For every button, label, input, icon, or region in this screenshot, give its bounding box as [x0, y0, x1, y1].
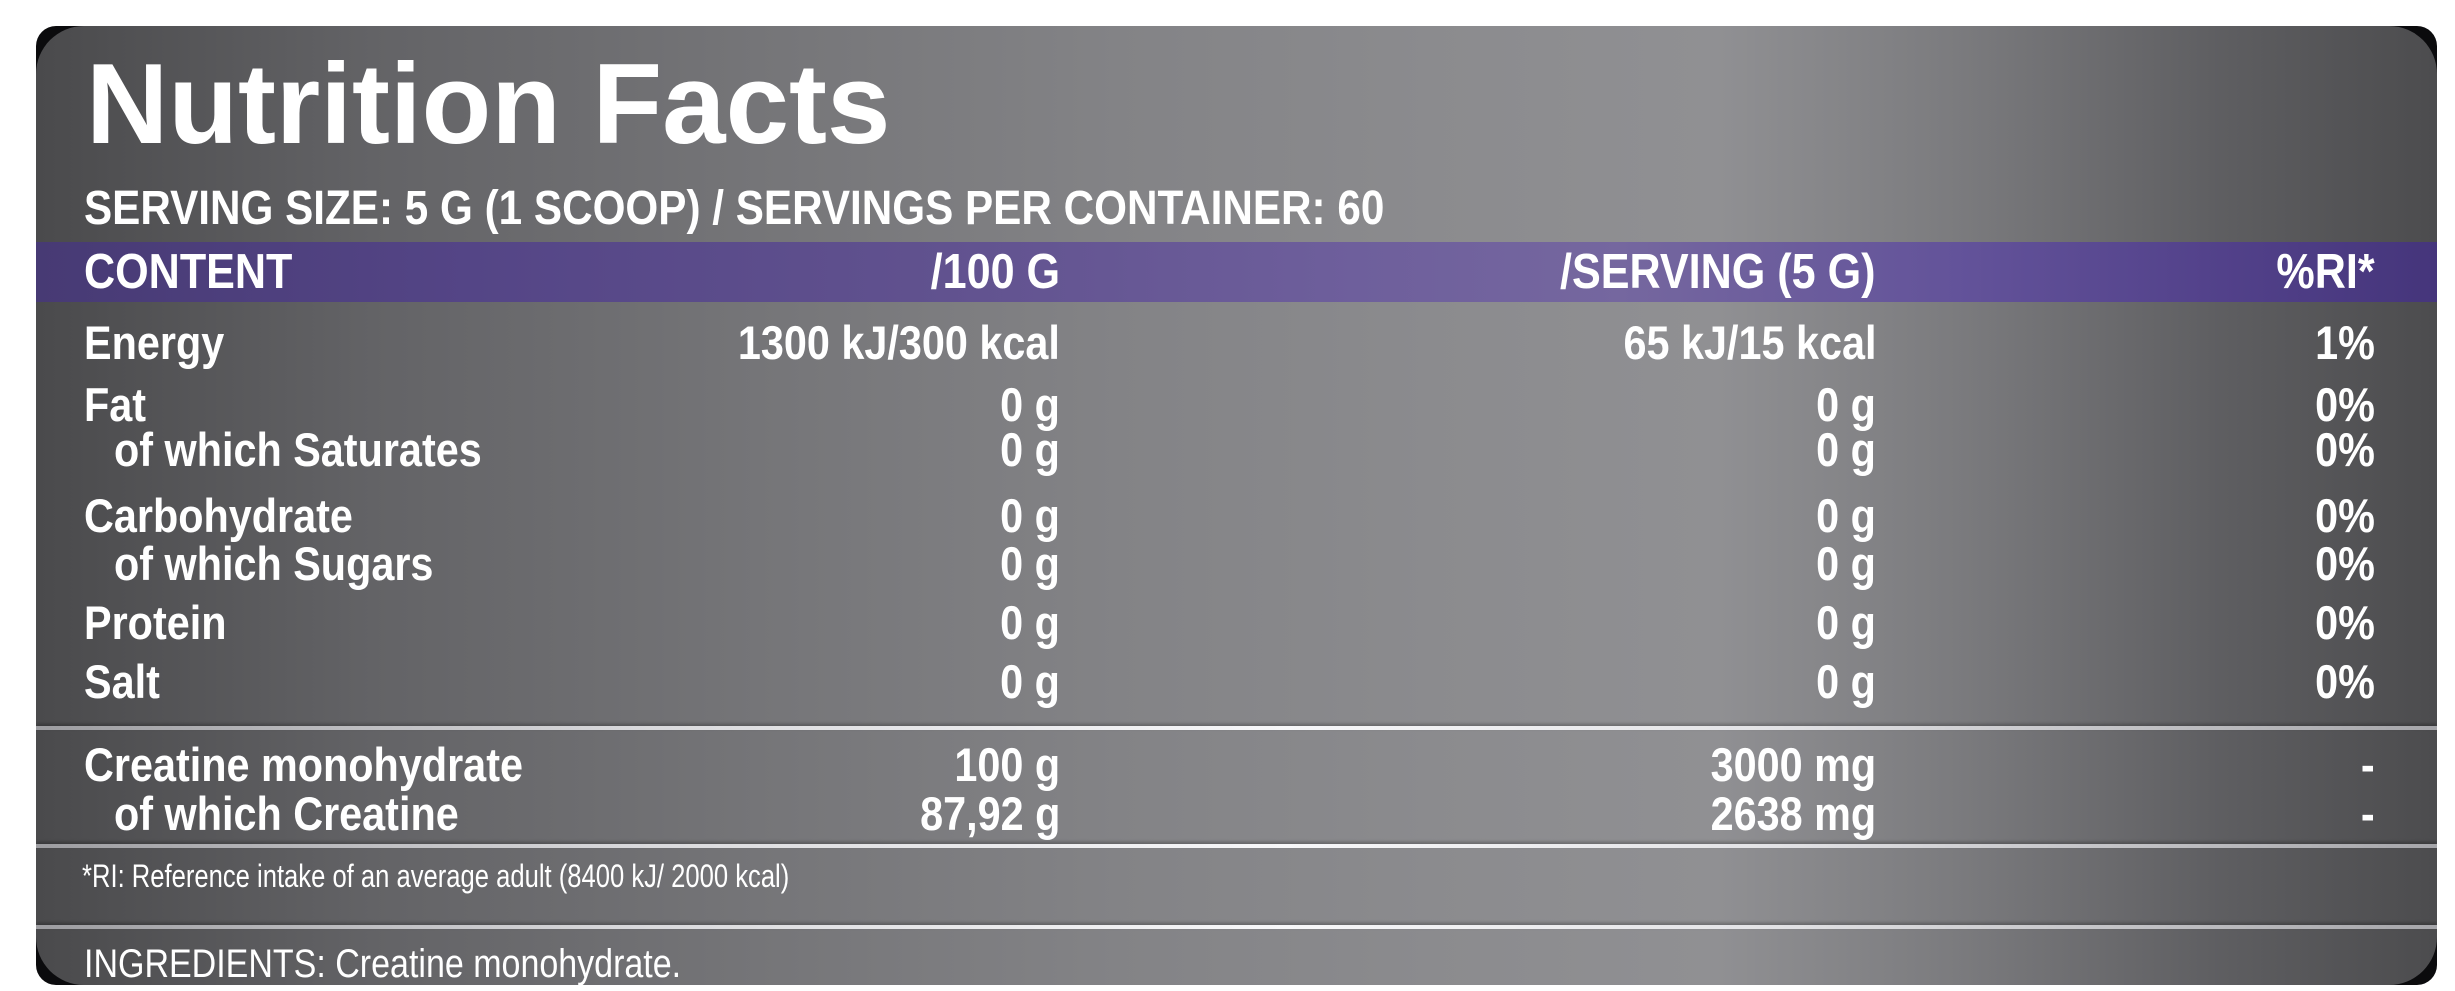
row-label: Salt [84, 655, 160, 708]
row-percent-ri: 0% [2315, 596, 2375, 649]
row-per-100g: 0 g [1000, 423, 1060, 476]
row-per-100g: 1300 kJ/300 kcal [738, 316, 1060, 369]
row-percent-ri: 1% [2315, 316, 2375, 369]
header-per-100g: /100 G [930, 244, 1060, 299]
row-label: Creatine monohydrate [84, 738, 523, 791]
table-row-salt: Salt 0 g 0 g 0% [84, 658, 2375, 705]
reference-intake-footnote: *RI: Reference intake of an average adul… [82, 858, 790, 894]
row-per-100g: 100 g [954, 738, 1060, 791]
row-percent-ri: 0% [2315, 655, 2375, 708]
row-percent-ri: 0% [2315, 537, 2375, 590]
row-per-serving: 0 g [1816, 489, 1876, 542]
row-label: of which Saturates [114, 423, 482, 476]
row-percent-ri: 0% [2315, 489, 2375, 542]
table-row-fat: Fat 0 g 0 g 0% [84, 381, 2375, 428]
row-percent-ri: 0% [2315, 378, 2375, 431]
divider-line [36, 726, 2437, 730]
row-per-100g: 0 g [1000, 596, 1060, 649]
row-per-100g: 87,92 g [919, 787, 1060, 840]
row-percent-ri: - [2361, 738, 2375, 791]
table-row-creatine-monohydrate: Creatine monohydrate 100 g 3000 mg - [84, 741, 2375, 788]
row-per-serving: 0 g [1816, 537, 1876, 590]
row-per-serving: 0 g [1816, 423, 1876, 476]
row-per-100g: 0 g [1000, 655, 1060, 708]
table-row-energy: Energy 1300 kJ/300 kcal 65 kJ/15 kcal 1% [84, 319, 2375, 366]
table-row-sugars: of which Sugars 0 g 0 g 0% [84, 540, 2375, 587]
header-per-serving: /SERVING (5 G) [1560, 244, 1876, 299]
row-per-100g: 0 g [1000, 489, 1060, 542]
row-percent-ri: 0% [2315, 423, 2375, 476]
row-label: Fat [84, 378, 147, 431]
table-row-saturates: of which Saturates 0 g 0 g 0% [84, 426, 2375, 473]
row-percent-ri: - [2361, 787, 2375, 840]
row-per-serving: 65 kJ/15 kcal [1623, 316, 1876, 369]
table-header-row: CONTENT /100 G /SERVING (5 G) %RI* [84, 242, 2375, 302]
nutrition-facts-label: Nutrition Facts SERVING SIZE: 5 G (1 SCO… [36, 26, 2437, 985]
row-label: of which Sugars [114, 537, 434, 590]
row-per-serving: 0 g [1816, 596, 1876, 649]
table-row-carbohydrate: Carbohydrate 0 g 0 g 0% [84, 492, 2375, 539]
serving-size-text: SERVING SIZE: 5 G (1 SCOOP) / SERVINGS P… [84, 182, 1385, 235]
row-per-100g: 0 g [1000, 378, 1060, 431]
table-header-band: CONTENT /100 G /SERVING (5 G) %RI* [36, 242, 2437, 302]
header-content: CONTENT [84, 244, 293, 299]
header-percent-ri: %RI* [2276, 244, 2375, 299]
label-panel: Nutrition Facts SERVING SIZE: 5 G (1 SCO… [36, 26, 2437, 985]
row-per-serving: 0 g [1816, 378, 1876, 431]
row-label: Energy [84, 316, 225, 369]
row-per-serving: 3000 mg [1710, 738, 1876, 791]
table-row-protein: Protein 0 g 0 g 0% [84, 599, 2375, 646]
divider-line [36, 925, 2437, 929]
row-label: Protein [84, 596, 227, 649]
label-title: Nutrition Facts [86, 41, 891, 168]
row-per-serving: 2638 mg [1710, 787, 1876, 840]
row-label: Carbohydrate [84, 489, 353, 542]
ingredients-line: INGREDIENTS: Creatine monohydrate. [84, 942, 682, 985]
row-per-serving: 0 g [1816, 655, 1876, 708]
table-row-creatine: of which Creatine 87,92 g 2638 mg - [84, 790, 2375, 837]
serving-size-line: SERVING SIZE: 5 G (1 SCOOP) / SERVINGS P… [84, 185, 1562, 233]
divider-line [36, 844, 2437, 848]
row-per-100g: 0 g [1000, 537, 1060, 590]
row-label: of which Creatine [114, 787, 459, 840]
